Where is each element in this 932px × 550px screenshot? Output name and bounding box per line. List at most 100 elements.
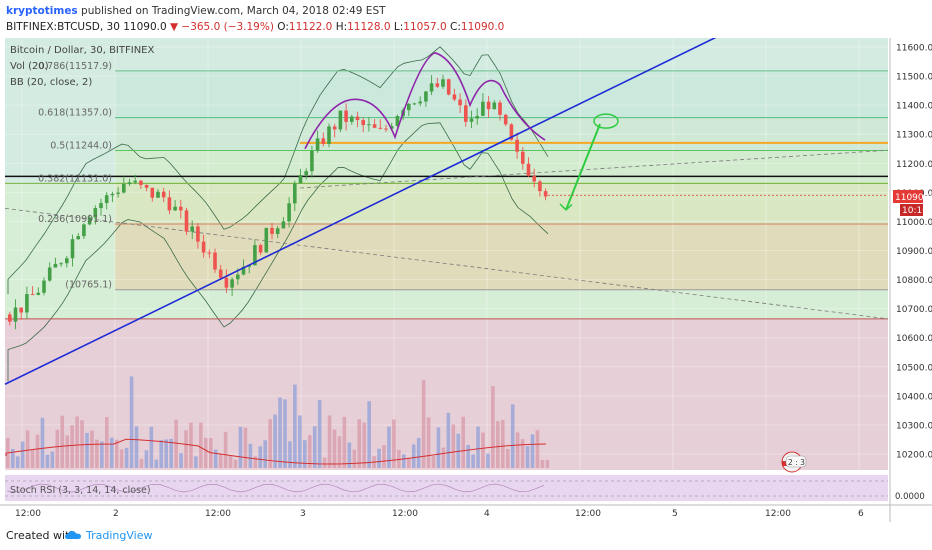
- volume-bar: [357, 419, 362, 468]
- volume-bar: [337, 436, 342, 468]
- volume-bar: [545, 459, 550, 468]
- candle-body: [139, 180, 143, 185]
- volume-bar: [476, 426, 480, 468]
- volume-bar: [124, 447, 129, 468]
- candle-body: [418, 101, 422, 104]
- low-value: 11057.0: [403, 21, 447, 33]
- last-price-badge-value: 11090.0: [895, 193, 932, 203]
- volume-bar: [352, 449, 357, 468]
- candle-body: [469, 118, 474, 122]
- volume-bar: [194, 456, 198, 468]
- open-value: 11122.0: [288, 21, 333, 33]
- candle-body: [224, 277, 229, 288]
- candle-body: [30, 294, 35, 296]
- symbol-line: BITFINEX:BTCUSD, 30 11090.0 ▼ −365.0 (−3…: [6, 21, 504, 33]
- candle-body: [99, 203, 103, 209]
- candle-body: [190, 226, 194, 232]
- candle-body: [213, 252, 217, 270]
- volume-bar: [30, 449, 35, 468]
- volume-bar: [436, 427, 441, 468]
- volume-bar: [243, 427, 248, 468]
- candle-body: [441, 79, 445, 87]
- candle-body: [492, 102, 497, 110]
- candle-body: [498, 102, 502, 115]
- volume-bar: [446, 412, 451, 468]
- price-axis-tick: 10400.0: [896, 392, 932, 402]
- volume-bar: [515, 432, 520, 468]
- chart-header: kryptotimes published on TradingView.com…: [0, 0, 932, 38]
- candle-body: [395, 116, 400, 126]
- time-axis-tick: 12:00: [575, 509, 601, 519]
- candle-body: [532, 175, 536, 182]
- candle-body: [156, 191, 160, 198]
- candle-body: [384, 128, 388, 130]
- candle-body: [161, 191, 166, 198]
- candle-body: [435, 83, 440, 87]
- chart-title: Bitcoin / Dollar, 30, BITFINEX: [10, 45, 154, 56]
- volume-bar: [322, 457, 327, 468]
- volume-bar: [60, 415, 65, 468]
- volume-bar: [293, 384, 297, 468]
- candle-body: [429, 83, 434, 92]
- candle-body: [87, 217, 92, 225]
- candle-body: [264, 227, 269, 253]
- volume-indicator-label[interactable]: Vol (20): [10, 61, 49, 72]
- candle-body: [361, 120, 365, 126]
- candle-body: [515, 139, 519, 152]
- volume-bar: [40, 417, 45, 468]
- candle-body: [350, 116, 354, 122]
- volume-bar: [501, 420, 505, 468]
- volume-bar: [431, 456, 436, 468]
- price-axis-tick: 11000.0: [896, 218, 932, 228]
- volume-bar: [303, 440, 307, 468]
- volume-bar: [486, 453, 490, 468]
- volume-bar: [298, 415, 302, 468]
- stoch-axis-value: 0.0000: [895, 492, 925, 502]
- stoch-k-line: [7, 483, 545, 493]
- volume-bar: [45, 454, 50, 468]
- volume-bar: [85, 432, 89, 468]
- volume-bar: [204, 437, 208, 468]
- candle-body: [338, 110, 343, 130]
- candle-body: [59, 263, 63, 265]
- events-bubble[interactable]: 2 : 3: [781, 451, 807, 473]
- volume-bar: [367, 401, 371, 468]
- volume-bar: [169, 438, 173, 468]
- tradingview-brand-link[interactable]: TradingView: [86, 529, 153, 542]
- fib-zone-fill: [115, 224, 888, 290]
- price-axis-tick: 10900.0: [896, 247, 932, 257]
- price-chart[interactable]: 11600.011500.011400.011300.011200.011100…: [0, 38, 932, 522]
- volume-bar: [15, 456, 20, 468]
- author-link[interactable]: kryptotimes: [6, 5, 78, 17]
- symbol-label: BITFINEX:BTCUSD, 30: [6, 21, 120, 33]
- candle-body: [270, 227, 274, 234]
- candle-body: [19, 307, 23, 313]
- volume-bar: [90, 430, 94, 468]
- volume-bar: [35, 434, 40, 468]
- stoch-rsi-label[interactable]: Stoch RSI (3, 3, 14, 14, close): [10, 485, 151, 496]
- volume-bar: [129, 376, 134, 468]
- fib-level-label: (10765.1): [65, 280, 112, 291]
- price-axis-tick: 10300.0: [896, 421, 932, 431]
- volume-bar: [248, 443, 253, 468]
- ascending-trendline: [4, 38, 717, 385]
- volume-bar: [238, 426, 243, 468]
- candle-body: [230, 279, 234, 288]
- low-label: L:: [393, 21, 404, 33]
- fib-level-label: 0.236(10991.1): [38, 214, 112, 225]
- price-axis-tick: 11500.0: [896, 73, 932, 83]
- candle-body: [464, 105, 468, 122]
- volume-bar: [342, 416, 347, 468]
- volume-bar: [466, 444, 470, 468]
- candle-body: [407, 103, 411, 111]
- volume-bar: [525, 446, 530, 468]
- volume-bar: [25, 430, 30, 468]
- candle-body: [287, 203, 291, 222]
- volume-bar: [481, 432, 485, 468]
- candle-body: [167, 197, 172, 211]
- time-axis-tick: 3: [300, 509, 306, 519]
- bollinger-indicator-label[interactable]: BB (20, close, 2): [10, 77, 92, 88]
- candle-body: [179, 206, 183, 211]
- stoch-rsi-panel: [5, 475, 888, 501]
- footer: Created with TradingView: [0, 522, 932, 550]
